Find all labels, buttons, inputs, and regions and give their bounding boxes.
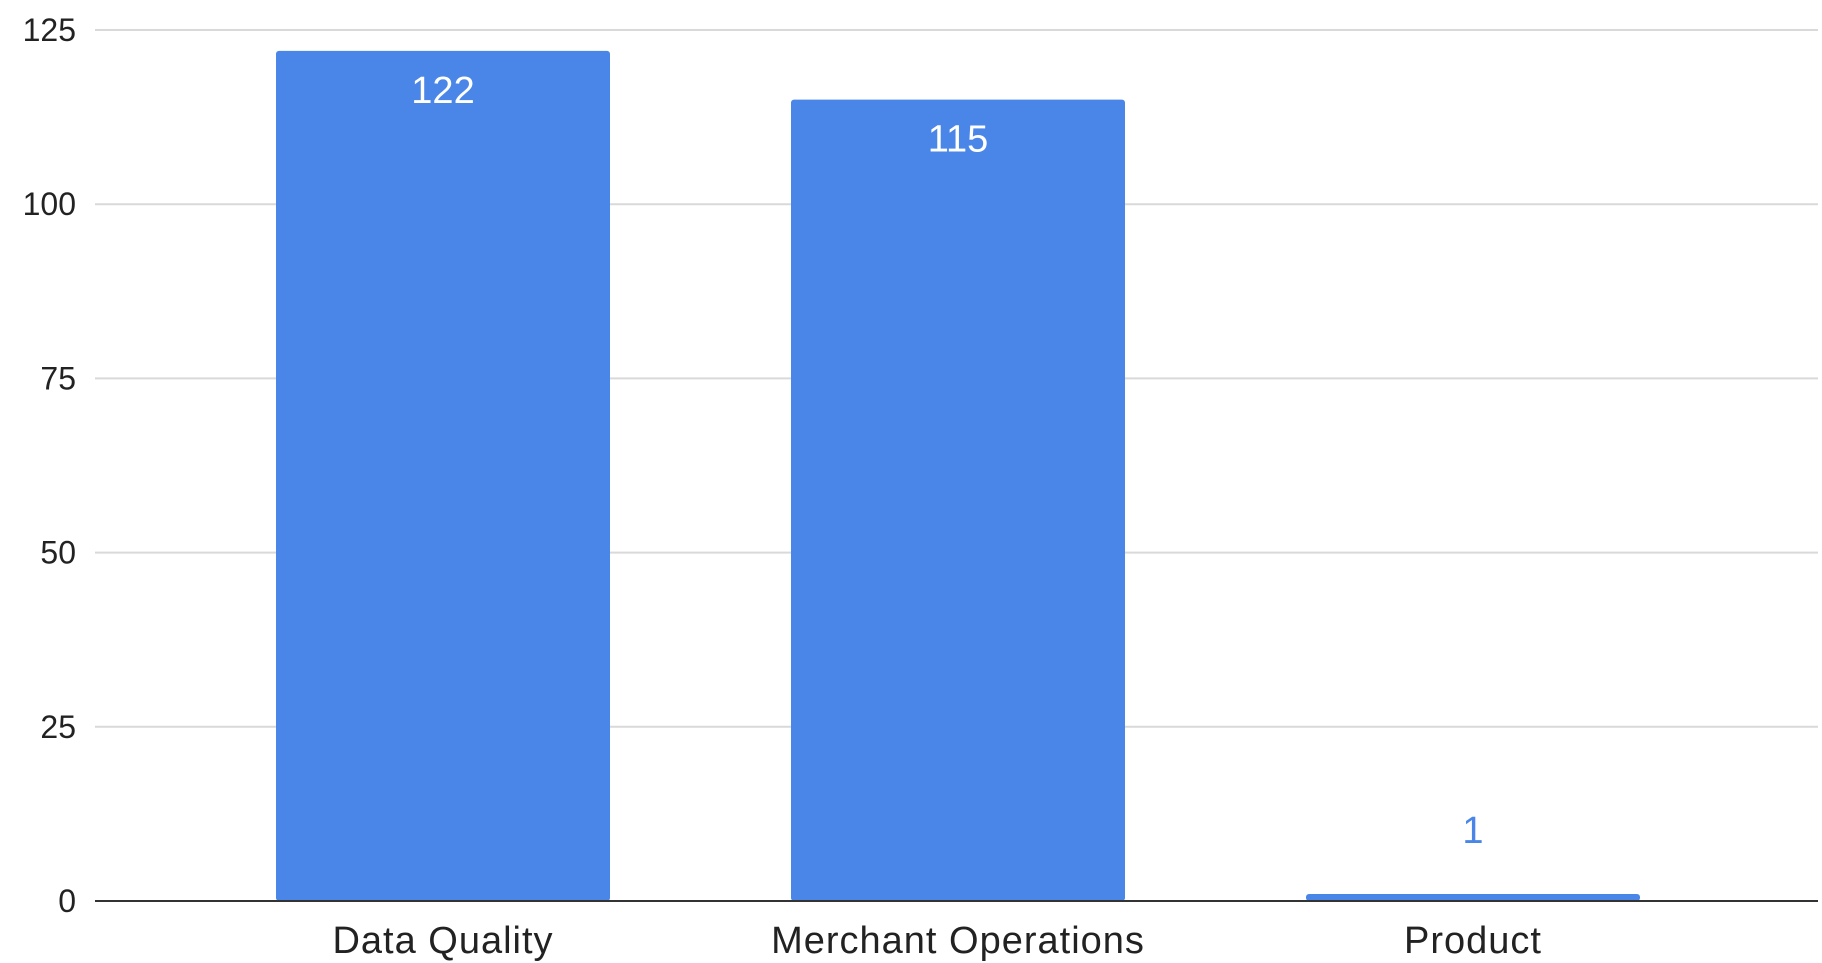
bar-data-quality: [276, 50, 610, 902]
x-tick-label-merchant-operations: Merchant Operations: [771, 920, 1145, 962]
bars: [276, 50, 1640, 902]
x-tick-label-product: Product: [1404, 920, 1542, 962]
y-tick-label-50: 50: [40, 535, 76, 571]
x-axis-category-labels: Data Quality Merchant Operations Product: [332, 920, 1542, 962]
y-axis-tick-labels: 0 25 50 75 100 125: [23, 12, 76, 919]
data-label-merchant-operations: 115: [928, 119, 989, 161]
bar-product: [1306, 894, 1640, 901]
y-tick-label-125: 125: [23, 12, 76, 48]
bar-merchant-operations: [791, 99, 1125, 902]
data-labels: 122 115 1: [411, 70, 1483, 852]
y-tick-label-75: 75: [40, 360, 76, 396]
y-tick-label-25: 25: [40, 709, 76, 745]
data-label-data-quality: 122: [411, 70, 474, 112]
x-tick-label-data-quality: Data Quality: [332, 920, 553, 962]
y-tick-label-0: 0: [58, 883, 76, 919]
y-tick-label-100: 100: [23, 186, 76, 222]
data-label-product: 1: [1462, 810, 1483, 852]
